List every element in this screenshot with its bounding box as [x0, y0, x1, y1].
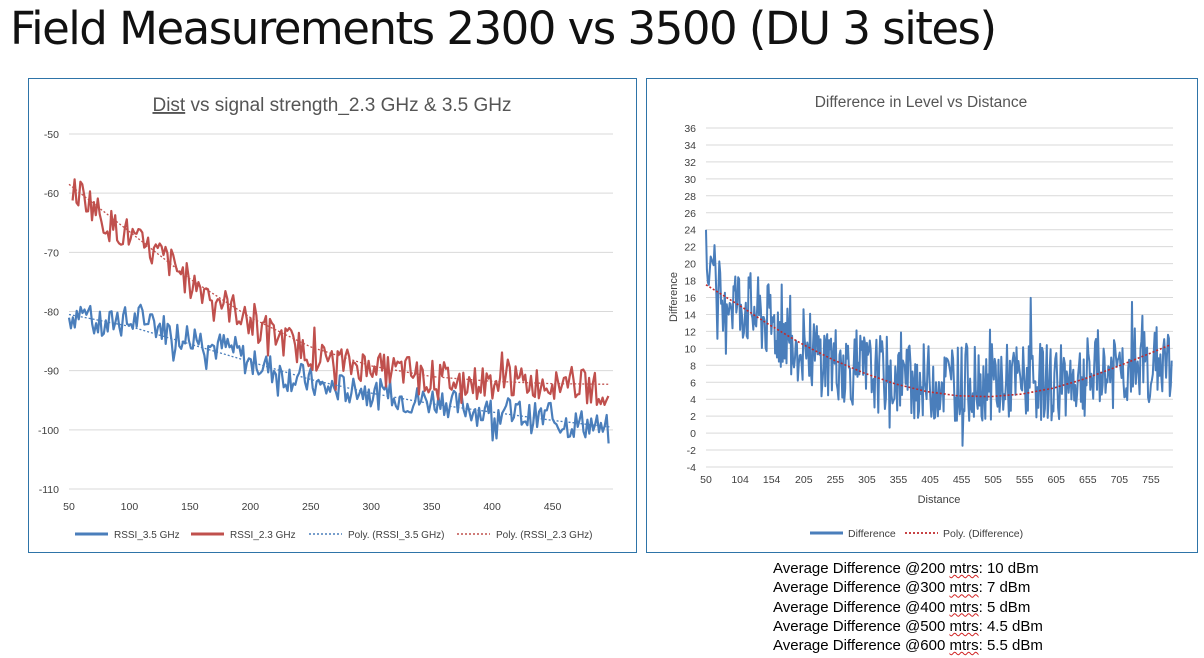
chart-title: Difference in Level vs Distance [815, 94, 1028, 111]
x-tick-label: 450 [544, 501, 562, 513]
note-unit: mtrs [949, 637, 979, 655]
legend-label: Poly. (Difference) [943, 528, 1023, 540]
y-tick-label: -90 [44, 366, 59, 378]
chart-title: Dist vs signal strength_2.3 GHz & 3.5 GH… [152, 95, 511, 116]
average-difference-notes: Average Difference @200 mtrs: 10 dBm Aver… [773, 559, 1043, 655]
note-unit: mtrs [949, 598, 979, 616]
x-tick-label: 100 [121, 501, 139, 513]
x-tick-label: 255 [827, 474, 845, 486]
x-tick-label: 205 [795, 474, 813, 486]
x-tick-label: 355 [890, 474, 908, 486]
note-prefix: Average Difference @500 [773, 617, 950, 635]
y-axis-title: Difference [668, 272, 680, 322]
y-tick-label: 28 [684, 191, 696, 203]
x-tick-label: 400 [483, 501, 501, 513]
y-tick-label: 4 [690, 394, 696, 406]
note-line: Average Difference @300 mtrs: 7 dBm [773, 578, 1043, 597]
trendline-1 [68, 183, 610, 385]
y-tick-label: 26 [684, 208, 696, 220]
y-tick-label: 22 [684, 242, 696, 254]
y-tick-label: 12 [684, 326, 696, 338]
rssi-chart: Dist vs signal strength_2.3 GHz & 3.5 GH… [38, 95, 613, 541]
x-tick-label: 300 [362, 501, 380, 513]
series-line-rssi-3-5 [67, 303, 610, 444]
legend-label: Poly. (RSSI_3.5 GHz) [348, 530, 445, 541]
y-tick-label: -2 [687, 445, 696, 457]
x-tick-label: 705 [1111, 474, 1129, 486]
note-value: : 5.5 dBm [978, 637, 1043, 655]
note-unit: mtrs [949, 560, 979, 577]
y-tick-label: 2 [690, 411, 696, 423]
y-tick-label: 34 [684, 140, 696, 152]
x-tick-label: 455 [953, 474, 971, 486]
note-value: : 5 dBm [978, 598, 1031, 616]
y-tick-label: 14 [684, 309, 696, 321]
note-line: Average Difference @600 mtrs: 5.5 dBm [773, 636, 1043, 655]
note-value: : 4.5 dBm [978, 617, 1043, 635]
y-tick-label: -50 [44, 129, 59, 141]
note-unit: mtrs [949, 617, 979, 635]
y-tick-label: -4 [687, 462, 696, 474]
chart-panel-rssi: Dist vs signal strength_2.3 GHz & 3.5 GH… [28, 78, 637, 553]
slide-title: Field Measurements 2300 vs 3500 (DU 3 si… [10, 2, 997, 55]
y-tick-label: -110 [39, 484, 59, 496]
note-prefix: Average Difference @300 [773, 579, 950, 597]
x-tick-label: 104 [731, 474, 749, 486]
y-tick-label: -80 [44, 307, 59, 319]
note-unit: mtrs [949, 579, 979, 597]
y-tick-label: 18 [684, 276, 696, 288]
y-tick-label: -60 [44, 188, 59, 200]
difference-chart: Difference in Level vs Distance 36 34 32 30 2… [668, 94, 1173, 540]
x-tick-label: 250 [302, 501, 320, 513]
y-tick-label: 36 [684, 123, 696, 135]
x-tick-label: 755 [1142, 474, 1160, 486]
note-prefix: Average Difference @400 [773, 598, 950, 616]
note-prefix: Average Difference @600 [773, 637, 950, 655]
x-tick-label: 655 [1079, 474, 1097, 486]
y-tick-label: 6 [690, 377, 696, 389]
x-tick-label: 605 [1047, 474, 1065, 486]
legend-label: Poly. (RSSI_2.3 GHz) [496, 530, 593, 541]
y-tick-label: -100 [38, 425, 59, 437]
trendline-0 [68, 313, 610, 428]
x-tick-label: 305 [858, 474, 876, 486]
chart-title-part: vs signal strength_2.3 GHz & 3.5 GHz [185, 95, 511, 116]
chart-title-part: Dist [152, 95, 185, 116]
x-tick-label: 50 [63, 501, 75, 513]
y-tick-label: 8 [690, 360, 696, 372]
note-line: Average Difference @200 mtrs: 10 dBm [773, 559, 1043, 578]
series-line-rssi-2-3 [71, 178, 610, 406]
note-line: Average Difference @500 mtrs: 4.5 dBm [773, 617, 1043, 636]
x-tick-label: 200 [242, 501, 260, 513]
x-tick-label: 50 [700, 474, 712, 486]
y-tick-label: 16 [684, 293, 696, 305]
y-tick-label: 24 [684, 225, 696, 237]
y-tick-label: -70 [44, 247, 59, 259]
x-tick-label: 405 [921, 474, 939, 486]
x-tick-label: 350 [423, 501, 441, 513]
y-tick-label: 20 [684, 259, 696, 271]
note-line: Average Difference @400 mtrs: 5 dBm [773, 598, 1043, 617]
legend-label: RSSI_3.5 GHz [114, 530, 180, 541]
note-prefix: Average Difference @200 [773, 560, 950, 577]
y-tick-label: 32 [684, 157, 696, 169]
y-tick-label: 30 [684, 174, 696, 186]
note-value: : 10 dBm [978, 560, 1039, 577]
chart-panel-difference: Difference in Level vs Distance 36 34 32 30 2… [646, 78, 1198, 553]
legend-label: RSSI_2.3 GHz [230, 530, 296, 541]
note-value: : 7 dBm [978, 579, 1031, 597]
series-line-difference [705, 229, 1173, 447]
x-tick-label: 150 [181, 501, 199, 513]
x-tick-label: 505 [984, 474, 1002, 486]
y-tick-label: 10 [684, 343, 696, 355]
legend-label: Difference [848, 528, 896, 540]
x-tick-label: 555 [1016, 474, 1034, 486]
x-axis-title: Distance [918, 494, 961, 506]
y-tick-label: 0 [690, 428, 696, 440]
x-tick-label: 154 [763, 474, 781, 486]
